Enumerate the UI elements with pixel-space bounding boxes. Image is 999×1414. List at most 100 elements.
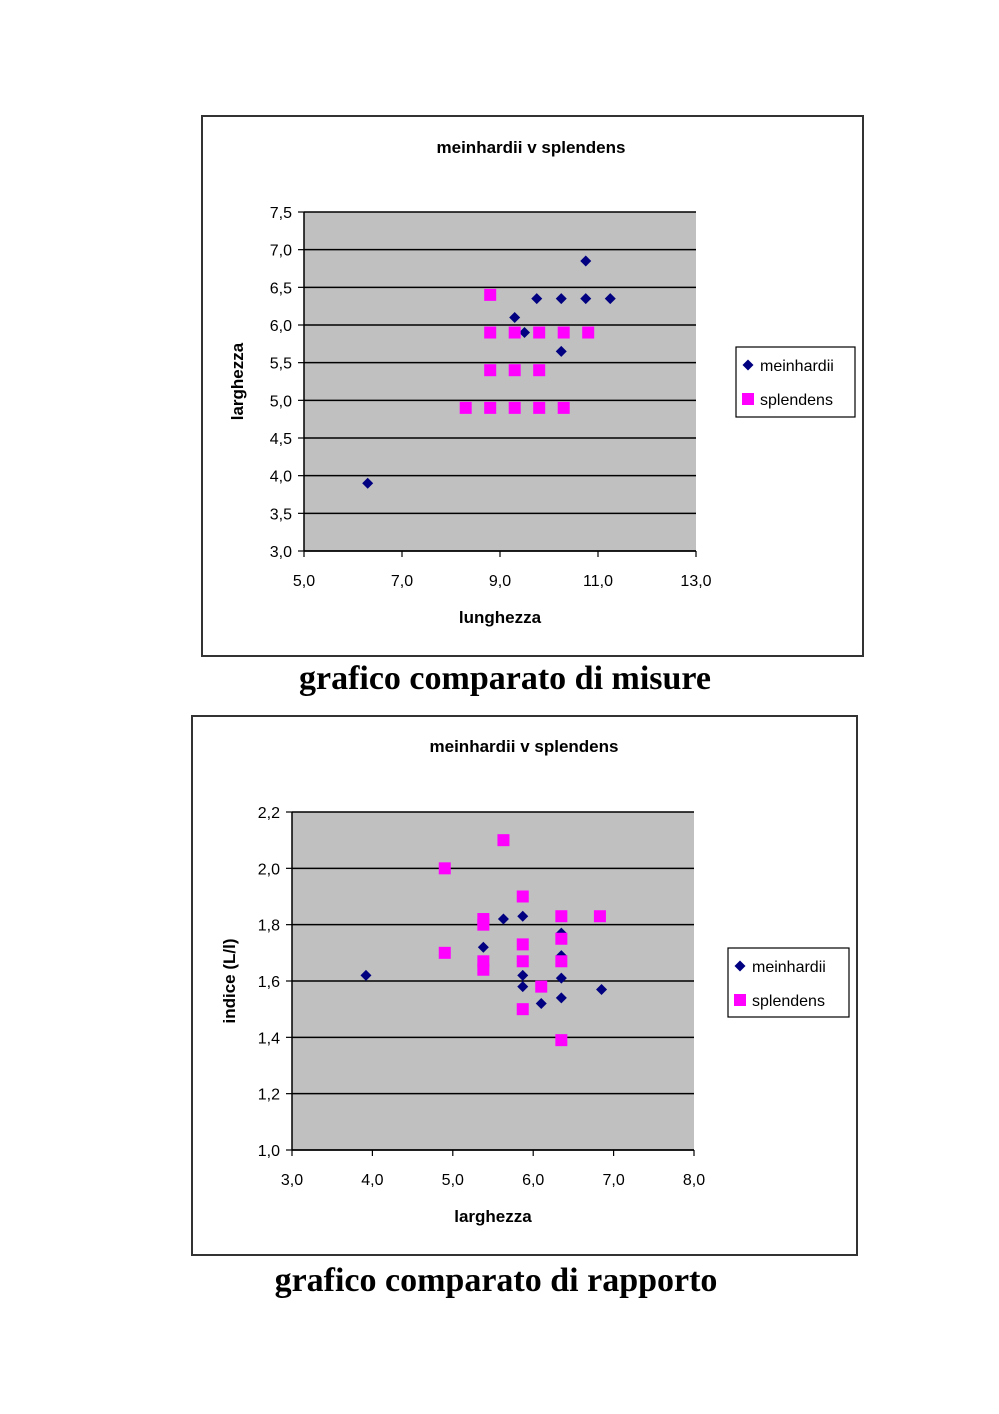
legend-marker-meinhardii [734,960,746,972]
data-point-splendens [555,932,568,945]
series-meinhardii [362,255,616,489]
data-point-meinhardii [517,981,529,993]
data-point-splendens [477,963,490,976]
data-point-meinhardii [519,327,530,339]
data-point-meinhardii [509,311,521,323]
data-point-splendens [555,910,568,923]
y-tick-label: 5,5 [270,356,292,373]
data-point-splendens [582,326,595,339]
y-tick-label: 1,0 [258,1143,280,1160]
legend-label-splendens: splendens [760,392,833,409]
x-tick-label: 13,0 [680,573,711,590]
data-point-splendens [533,326,546,339]
legend-marker-splendens [734,994,746,1006]
legend-box [735,346,856,418]
data-point-splendens [555,955,568,968]
plot-area [304,212,696,551]
x-tick-label: 7,0 [391,573,413,590]
data-point-splendens [484,364,497,377]
y-axis-label: larghezza [228,342,247,420]
data-point-meinhardii [362,477,374,489]
y-tick-label: 1,6 [258,974,280,991]
data-point-meinhardii [497,913,509,925]
data-point-splendens [508,401,521,414]
y-tick-label: 3,0 [270,544,292,561]
data-point-splendens [508,326,521,339]
data-point-splendens [508,364,521,377]
legend: meinhardii splendens [735,346,856,418]
data-point-meinhardii [477,941,489,953]
data-point-splendens [484,326,497,339]
data-point-meinhardii [555,345,567,357]
data-point-splendens [516,955,529,968]
y-tick-label: 7,0 [270,243,292,260]
legend-label-meinhardii: meinhardii [760,358,834,375]
y-axis-label: indice (L/l) [220,939,239,1024]
y-tick-label: 1,8 [258,918,280,935]
y-tick-label: 3,5 [270,506,292,523]
series-splendens [459,288,595,414]
data-point-splendens [497,834,510,847]
x-tick-label: 11,0 [583,573,613,590]
data-point-splendens [557,326,570,339]
data-point-splendens [533,401,546,414]
data-point-meinhardii [604,293,616,305]
data-point-splendens [477,918,490,931]
data-point-meinhardii [596,983,608,995]
x-tick-label: 5,0 [442,1172,464,1189]
data-point-meinhardii [580,293,592,305]
data-point-splendens [593,910,606,923]
data-point-splendens [535,980,548,993]
data-point-meinhardii [555,992,567,1004]
x-axis-label: larghezza [454,1207,532,1226]
x-tick-label: 5,0 [293,573,315,590]
caption-measures: grafico comparato di misure [298,660,712,697]
legend-marker-splendens [742,393,754,405]
x-tick-label: 9,0 [489,573,511,590]
data-point-meinhardii [517,969,529,981]
y-tick-label: 6,5 [270,280,292,297]
data-point-meinhardii [531,293,543,305]
x-tick-label: 3,0 [281,1172,303,1189]
chart-ratio: 1,0 1,2 1,4 1,6 1,8 2,0 2,2 3,0 4,0 5,0 6,0 7,0 8,0 m… [191,715,858,1256]
caption-ratio: grafico comparato di rapporto [274,1262,718,1299]
data-point-splendens [484,401,497,414]
chart-ratio-svg: 1,0 1,2 1,4 1,6 1,8 2,0 2,2 3,0 4,0 5,0 6,0 7,0 8,0 m… [220,737,850,1226]
legend-marker-meinhardii [742,359,754,371]
x-tick-label: 6,0 [522,1172,544,1189]
x-tick-label: 4,0 [361,1172,383,1189]
y-tick-label: 1,2 [258,1087,280,1104]
data-point-splendens [438,946,451,959]
data-point-meinhardii [360,969,372,981]
legend-label-meinhardii: meinhardii [752,959,826,976]
data-point-splendens [533,364,546,377]
y-tick-label: 4,0 [270,469,292,486]
chart-title: meinhardii v splendens [430,737,619,756]
data-point-meinhardii [580,255,592,267]
data-point-meinhardii [517,910,529,922]
y-tick-label: 5,0 [270,393,292,410]
y-tick-label: 6,0 [270,318,292,335]
data-point-splendens [516,890,529,903]
x-axis-label: lunghezza [459,608,542,627]
chart-title: meinhardii v splendens [437,138,626,157]
legend-label-splendens: splendens [752,993,825,1010]
x-tick-label: 7,0 [602,1172,624,1189]
legend: meinhardii splendens [727,947,850,1018]
y-tick-label: 2,0 [258,861,280,878]
data-point-splendens [484,288,497,301]
y-tick-label: 1,4 [258,1030,280,1047]
y-tick-label: 7,5 [270,205,292,222]
chart-measures-svg: 3,0 3,5 4,0 4,5 5,0 5,5 6,0 6,5 7,0 7,5 5,0 7,0 9,0 1… [228,138,856,627]
data-point-meinhardii [555,293,567,305]
data-point-splendens [459,401,472,414]
data-point-meinhardii [555,972,567,984]
chart-measures: 3,0 3,5 4,0 4,5 5,0 5,5 6,0 6,5 7,0 7,5 5,0 7,0 9,0 1… [201,115,864,657]
data-point-splendens [516,938,529,951]
legend-box [727,947,850,1018]
y-tick-label: 2,2 [258,805,280,822]
y-tick-label: 4,5 [270,431,292,448]
x-tick-label: 8,0 [683,1172,705,1189]
series-splendens [438,834,606,1047]
data-point-splendens [438,862,451,875]
